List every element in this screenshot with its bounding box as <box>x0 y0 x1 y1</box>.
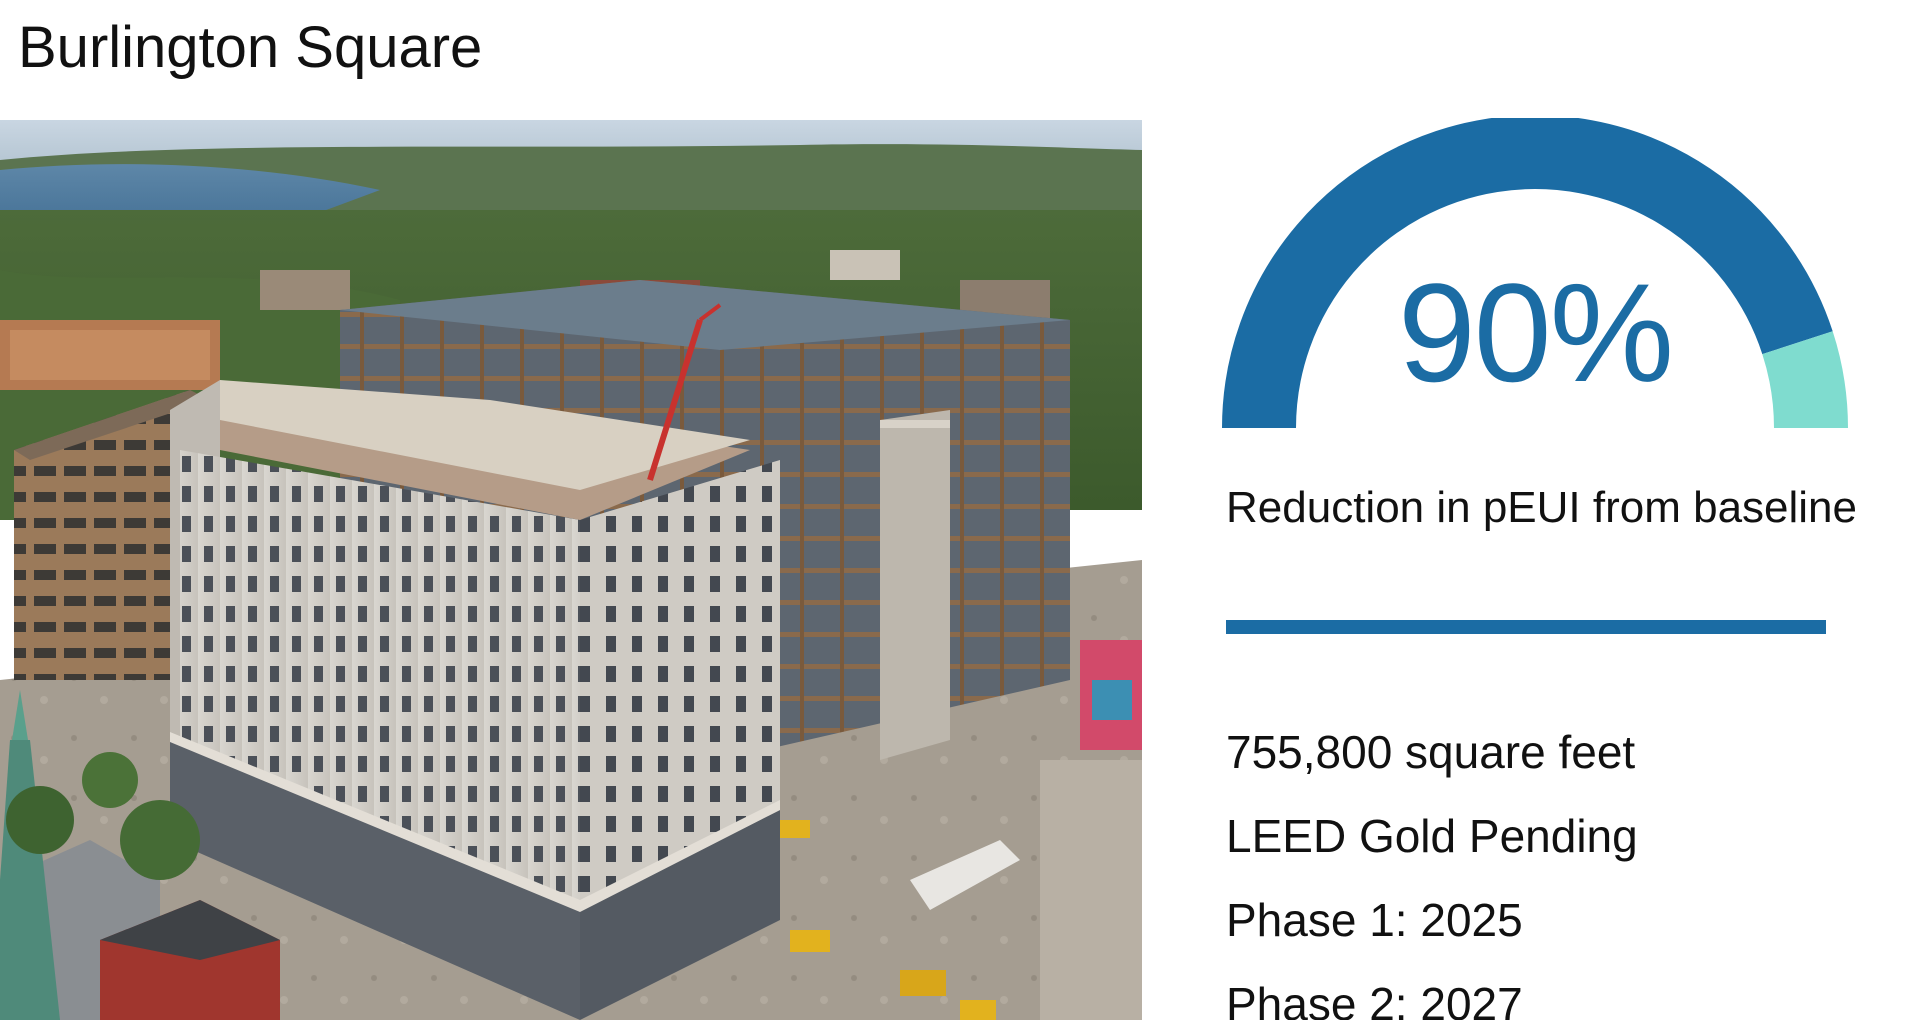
page-title: Burlington Square <box>18 15 483 80</box>
gauge-filled-arc <box>1222 115 1833 429</box>
gauge-remainder-arc <box>1762 331 1848 429</box>
building-photo <box>0 120 1142 1020</box>
fact-certification: LEED Gold Pending <box>1226 810 1638 862</box>
section-divider <box>1226 620 1826 634</box>
fact-phase-2: Phase 2: 2027 <box>1226 978 1523 1020</box>
project-facts-list: 755,800 square feet LEED Gold Pending Ph… <box>1226 710 1638 1020</box>
pEUI-reduction-gauge: 90% <box>1222 115 1848 438</box>
fact-phase-1: Phase 1: 2025 <box>1226 894 1523 946</box>
gauge-value: 90% <box>1397 254 1674 411</box>
fact-area: 755,800 square feet <box>1226 726 1636 778</box>
gauge-caption: Reduction in pEUI from baseline <box>1226 483 1857 532</box>
